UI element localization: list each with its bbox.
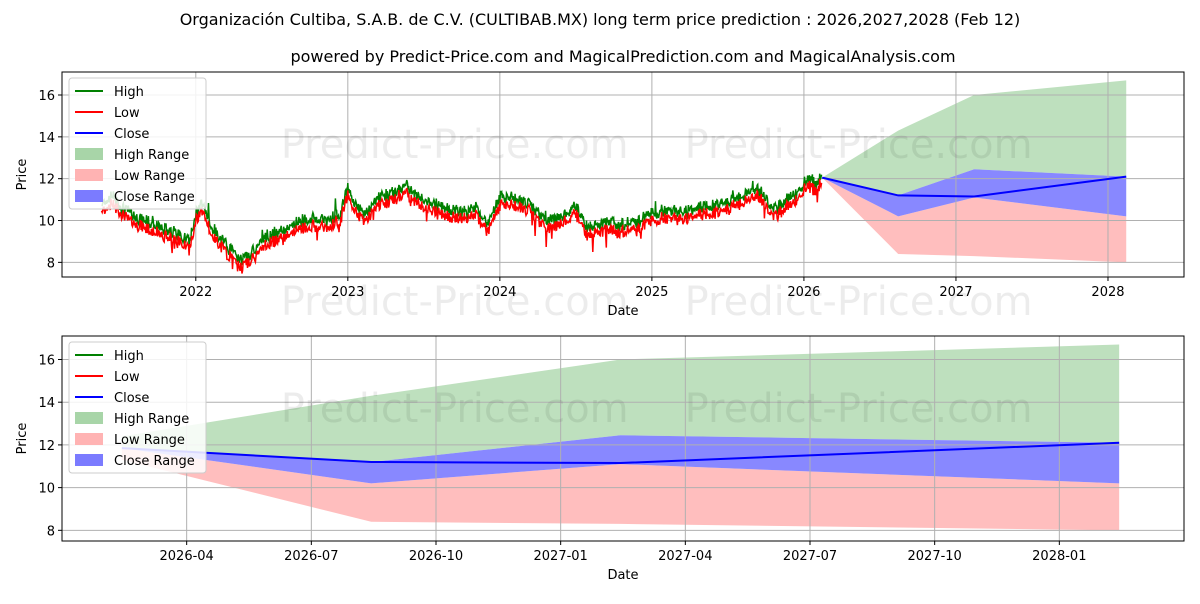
legend-swatch-patch (75, 454, 103, 466)
legend-swatch-patch (75, 433, 103, 445)
low-range-area (822, 177, 1127, 263)
y-tick-label: 16 (38, 353, 55, 368)
watermark: Predict-Price.com (281, 386, 629, 432)
y-tick-label: 12 (38, 173, 55, 188)
legend-label: Low Range (114, 169, 185, 184)
legend-label: Close (114, 127, 149, 142)
legend: High Low Close High Range Low Range Close Ran… (68, 77, 207, 210)
watermark: Predict-Price.com (281, 122, 629, 168)
x-tick-label: 2027 (939, 285, 972, 300)
watermark: Predict-Price.com (685, 122, 1033, 168)
y-axis-label: Price (15, 423, 30, 455)
legend-swatch-patch (75, 412, 103, 424)
y-tick-label: 10 (38, 482, 55, 497)
legend-label: High (114, 85, 144, 100)
legend-label: High Range (114, 412, 189, 427)
close-forecast-line (821, 175, 1127, 198)
legend: High Low Close High Range Low Range Close Ran… (68, 341, 207, 474)
y-tick-label: 14 (38, 396, 55, 411)
x-tick-label: 2022 (179, 285, 212, 300)
legend-swatch-patch (75, 148, 103, 160)
low-range-area (121, 448, 1120, 531)
x-tick-label: 2026-10 (409, 549, 463, 564)
high-range-area (121, 344, 1120, 462)
close-range-area (822, 169, 1127, 217)
legend-label: High Range (114, 148, 189, 163)
x-tick-label: 2026-07 (284, 549, 338, 564)
axes-frame (61, 71, 1185, 278)
x-tick-label: 2026-04 (160, 549, 214, 564)
x-tick-label: 2024 (483, 285, 516, 300)
legend-label: Close Range (114, 190, 195, 205)
legend-label: High (114, 349, 144, 364)
plot-forecast-zoom: Predict-Price.com Predict-Price.com 2026-0… (15, 335, 1185, 583)
legend-box (68, 77, 207, 210)
plot-area: Predict-Price.com Predict-Price.com (62, 336, 1184, 541)
plot-area: Predict-Price.com Predict-Price.com (62, 72, 1184, 277)
x-axis-label: Date (607, 568, 638, 583)
x-axis-label: Date (607, 304, 638, 319)
y-tick-label: 10 (38, 215, 55, 230)
legend-swatch-patch (75, 169, 103, 181)
x-tick-label: 2025 (635, 285, 668, 300)
legend-label: Close (114, 391, 149, 406)
watermark: Predict-Price.com (685, 279, 1033, 325)
x-tick-label: 2027-01 (534, 549, 588, 564)
low-series-line (100, 178, 823, 274)
legend-label: Close Range (114, 454, 195, 469)
high-range-area (822, 80, 1127, 196)
y-tick-label: 8 (47, 524, 55, 539)
y-tick-label: 16 (38, 89, 55, 104)
y-tick-label: 14 (38, 131, 55, 146)
y-tick-label: 8 (47, 256, 55, 271)
y-axis-label: Price (15, 159, 30, 191)
legend-label: Low Range (114, 433, 185, 448)
legend-box (68, 341, 207, 474)
watermark: Predict-Price.com (281, 279, 629, 325)
x-tick-label: 2026 (787, 285, 820, 300)
chart-subtitle: powered by Predict-Price.com and Magical… (290, 47, 955, 66)
x-tick-label: 2023 (331, 285, 364, 300)
y-tick-label: 12 (38, 439, 55, 454)
legend-label: Low (114, 106, 140, 121)
x-tick-label: 2027-07 (783, 549, 837, 564)
axes-frame (61, 335, 1185, 542)
watermark: Predict-Price.com (685, 386, 1033, 432)
legend-label: Low (114, 370, 140, 385)
chart-title: Organización Cultiba, S.A.B. de C.V. (CU… (180, 10, 1021, 29)
x-tick-label: 2028 (1091, 285, 1124, 300)
x-tick-label: 2028-01 (1032, 549, 1086, 564)
high-series-line (101, 173, 823, 266)
plot-full-history: Predict-Price.com Predict-Price.comPredic… (15, 71, 1185, 325)
x-tick-label: 2027-04 (658, 549, 712, 564)
close-forecast-line (121, 441, 1120, 465)
legend-swatch-patch (75, 190, 103, 202)
close-range-area (121, 435, 1120, 484)
x-tick-label: 2027-10 (908, 549, 962, 564)
